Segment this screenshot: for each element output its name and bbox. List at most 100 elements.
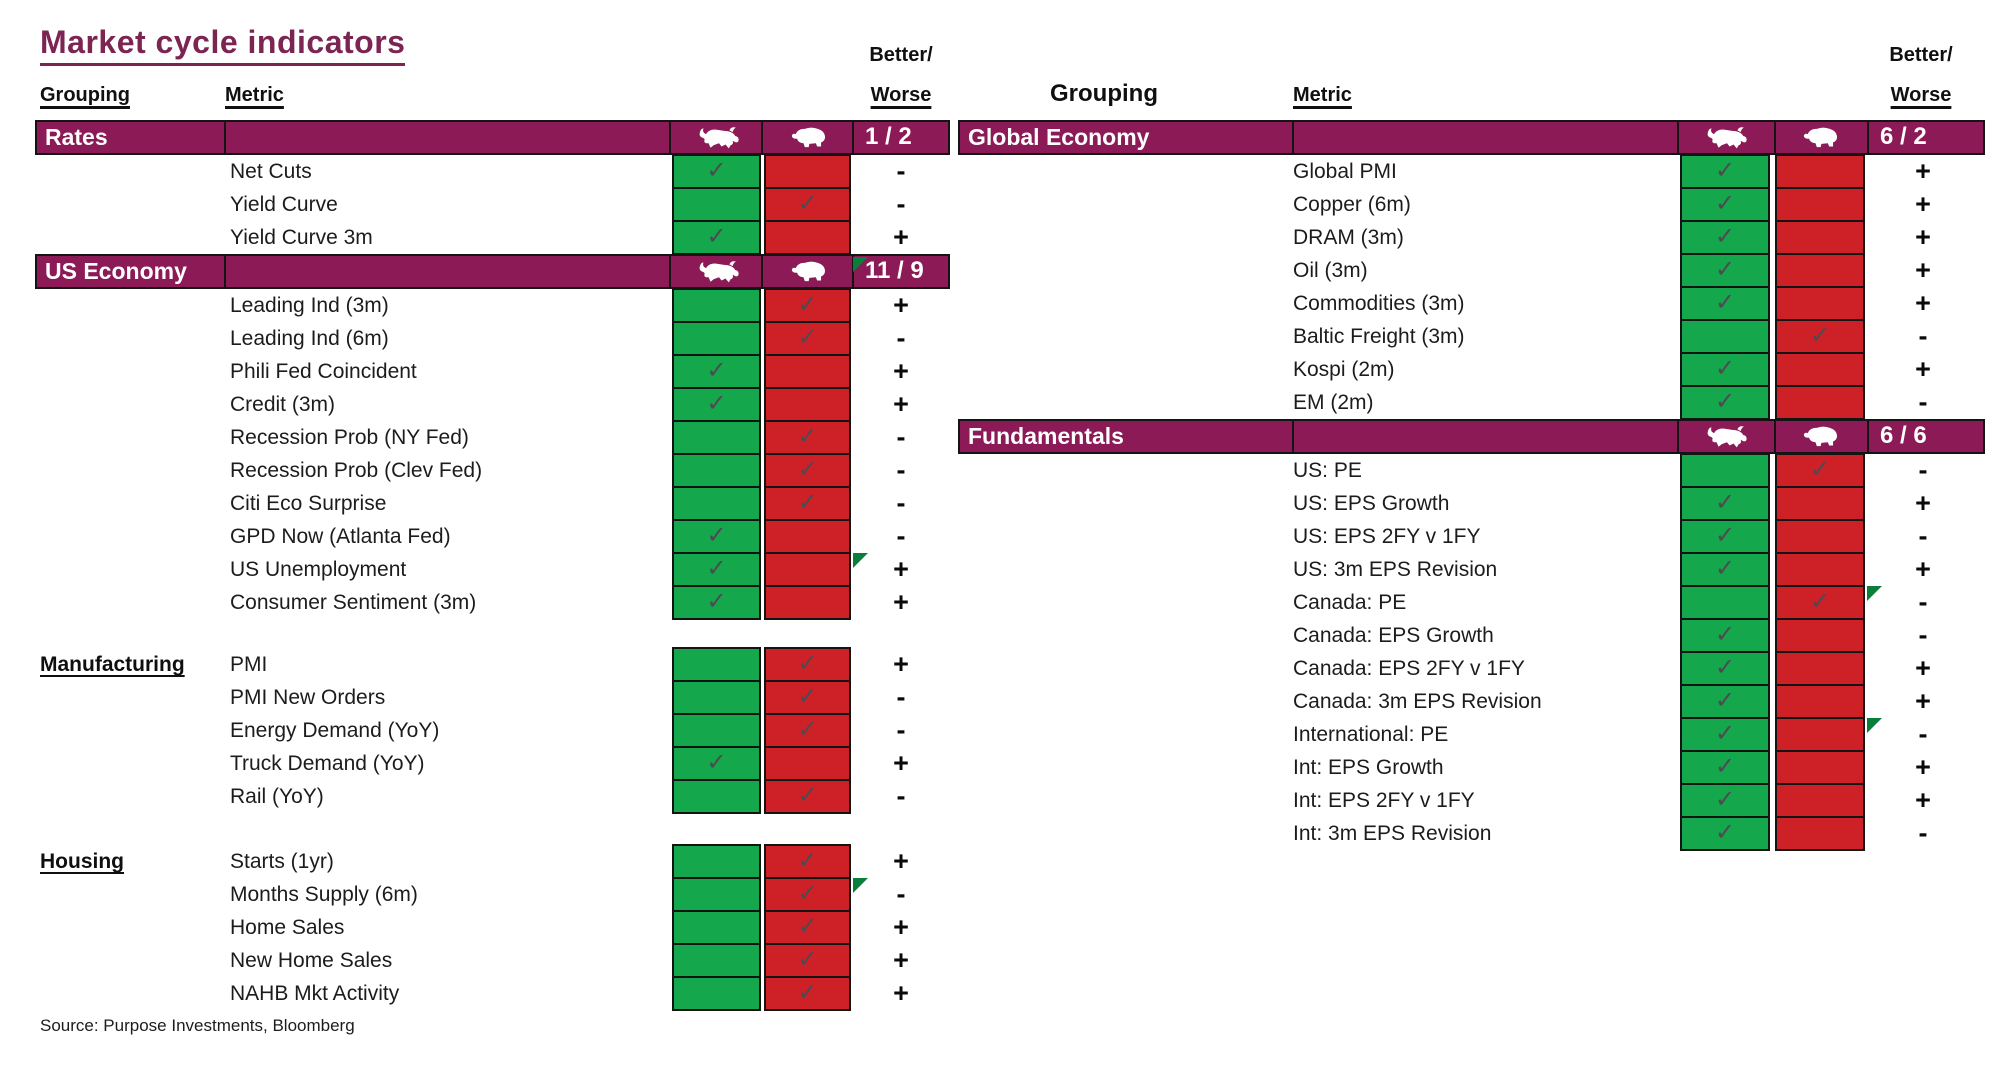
better-worse-sign: - (896, 156, 906, 186)
table-row: Phili Fed Coincident ✓ + (35, 354, 950, 389)
check-icon: ✓ (1714, 289, 1736, 316)
better-worse-sign: + (1915, 554, 1931, 584)
bull-cell (672, 486, 761, 521)
section-header-bar: Rates 1 / 2 (35, 120, 950, 155)
better-worse-sign: + (1915, 785, 1931, 815)
bear-cell: ✓ (764, 453, 851, 488)
left-better-header: Better/ (869, 44, 933, 66)
bear-cell: ✓ (764, 680, 851, 715)
check-icon: ✓ (1714, 256, 1736, 283)
check-icon: ✓ (797, 291, 818, 318)
bear-cell (764, 387, 851, 422)
table-row: Baltic Freight (3m) ✓ - (958, 319, 1985, 354)
bull-cell: ✓ (672, 220, 761, 255)
better-worse-sign: + (1915, 354, 1931, 384)
table-row: Recession Prob (NY Fed) ✓ - (35, 420, 950, 455)
bull-cell (672, 943, 761, 978)
bear-cell (1775, 750, 1865, 785)
bull-cell (1680, 453, 1770, 488)
divider (1867, 122, 1869, 153)
table-row: Credit (3m) ✓ + (35, 387, 950, 422)
section-label: Housing (40, 850, 124, 873)
section-title: US Economy (45, 258, 187, 284)
bear-cell (764, 354, 851, 389)
metric-label: Canada: EPS 2FY v 1FY (1293, 657, 1525, 680)
table-row: Kospi (2m) ✓ + (958, 352, 1985, 387)
check-icon: ✓ (797, 650, 818, 677)
bear-cell: ✓ (764, 910, 851, 945)
table-row: Yield Curve 3m ✓ + (35, 220, 950, 255)
section-header-bar: Global Economy 6 / 2 (958, 120, 1985, 155)
bear-cell: ✓ (1775, 319, 1865, 354)
check-icon: ✓ (706, 588, 727, 615)
check-icon: ✓ (706, 157, 727, 184)
section-title: Fundamentals (968, 423, 1124, 449)
table-row: Rail (YoY) ✓ - (35, 779, 950, 814)
bull-cell: ✓ (1680, 651, 1770, 686)
table-row: Copper (6m) ✓ + (958, 187, 1985, 222)
bear-cell: ✓ (764, 486, 851, 521)
table-row: Consumer Sentiment (3m) ✓ + (35, 585, 950, 620)
better-worse-sign: + (893, 649, 909, 679)
check-icon: ✓ (1714, 720, 1736, 747)
metric-label: Starts (1yr) (230, 850, 334, 873)
bear-icon (1777, 421, 1867, 452)
better-worse-sign: - (896, 488, 906, 518)
check-icon: ✓ (797, 913, 818, 940)
table-row: PMI New Orders ✓ - (35, 680, 950, 715)
table-row: International: PE ✓ - (958, 717, 1985, 752)
bull-cell: ✓ (1680, 187, 1770, 222)
table-row: Canada: EPS 2FY v 1FY ✓ + (958, 651, 1985, 686)
better-worse-sign: + (893, 389, 909, 419)
bull-icon (674, 256, 763, 287)
table-row: GPD Now (Atlanta Fed) ✓ - (35, 519, 950, 554)
bear-icon (766, 256, 853, 287)
bull-icon (1682, 421, 1772, 452)
bear-cell (1775, 816, 1865, 851)
bull-cell: ✓ (1680, 519, 1770, 554)
bear-cell: ✓ (764, 713, 851, 748)
check-icon: ✓ (797, 423, 818, 450)
bull-cell (672, 713, 761, 748)
metric-label: Rail (YoY) (230, 785, 324, 808)
metric-label: Consumer Sentiment (3m) (230, 591, 477, 614)
left-indicator-table: Rates 1 / 2 Net Cuts ✓ - Yield Curve ✓ - Yield C… (35, 120, 950, 1011)
bear-cell (764, 552, 851, 587)
check-icon: ✓ (797, 847, 818, 874)
metric-label: Canada: PE (1293, 591, 1407, 614)
check-icon: ✓ (797, 946, 818, 973)
section-label: Manufacturing (40, 653, 185, 676)
better-worse-sign: - (1918, 587, 1928, 617)
bull-cell: ✓ (1680, 286, 1770, 321)
right-worse-header: Worse (1890, 84, 1952, 106)
bear-icon (766, 122, 853, 153)
metric-label: US: EPS 2FY v 1FY (1293, 525, 1481, 548)
bear-cell (1775, 385, 1865, 420)
bear-cell (1775, 783, 1865, 818)
divider (1677, 122, 1679, 153)
check-icon: ✓ (1714, 157, 1736, 184)
bull-cell: ✓ (672, 746, 761, 781)
bear-cell (764, 154, 851, 189)
section-rows: Manufacturing PMI ✓ + PMI New Orders ✓ - Energy… (35, 647, 950, 814)
metric-label: Copper (6m) (1293, 193, 1411, 216)
check-icon: ✓ (1714, 223, 1736, 250)
bear-cell (1775, 253, 1865, 288)
better-worse-sign: + (1915, 255, 1931, 285)
metric-label: New Home Sales (230, 949, 393, 972)
check-icon: ✓ (1714, 687, 1736, 714)
bear-cell (764, 746, 851, 781)
bear-cell: ✓ (764, 779, 851, 814)
divider (761, 256, 763, 287)
metric-label: NAHB Mkt Activity (230, 982, 400, 1005)
metric-label: US Unemployment (230, 558, 407, 581)
better-worse-sign: - (1918, 620, 1928, 650)
bull-cell (672, 187, 761, 222)
section-score: 1 / 2 (865, 123, 912, 150)
bull-cell: ✓ (1680, 552, 1770, 587)
bear-icon (1777, 122, 1867, 153)
bear-cell (1775, 220, 1865, 255)
metric-label: DRAM (3m) (1293, 226, 1404, 249)
metric-label: Int: 3m EPS Revision (1293, 822, 1492, 845)
metric-label: Recession Prob (Clev Fed) (230, 459, 483, 482)
